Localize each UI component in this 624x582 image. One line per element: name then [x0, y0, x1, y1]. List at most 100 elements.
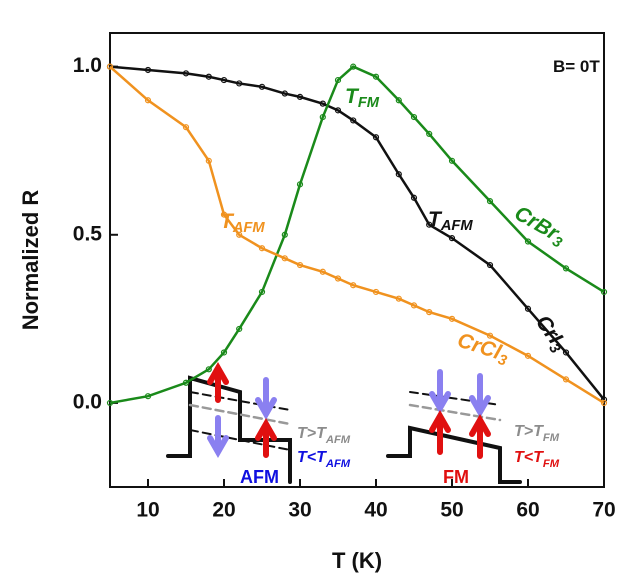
- data-point: [524, 352, 532, 359]
- data-point: [236, 325, 243, 333]
- y-axis-label: Normalized R: [18, 190, 43, 331]
- y-tick-label: 0.0: [73, 390, 102, 413]
- data-point: [524, 238, 532, 245]
- x-tick-label: 70: [592, 499, 615, 522]
- annotation-subscript: AFM: [325, 434, 351, 446]
- data-point: [220, 76, 228, 84]
- data-point: [426, 221, 433, 228]
- annotation: TAFM: [220, 210, 265, 236]
- data-point: [144, 393, 152, 400]
- data-point: [562, 376, 570, 383]
- annotation: B= 0T: [553, 57, 600, 76]
- data-point: [350, 63, 357, 70]
- data-point: [410, 194, 418, 201]
- fm-level: [409, 391, 501, 406]
- x-tick-label: 30: [288, 499, 311, 522]
- data-point: [410, 113, 418, 121]
- data-point: [258, 245, 266, 252]
- data-point: [426, 130, 433, 137]
- data-point: [220, 211, 228, 218]
- annotation: TFM: [345, 85, 380, 111]
- data-point: [486, 261, 494, 269]
- annotation: T<TFM: [514, 449, 560, 470]
- annotation-text: CrI: [531, 311, 567, 349]
- data-point: [524, 305, 532, 312]
- data-point: [205, 157, 212, 164]
- data-point: [281, 231, 288, 238]
- data-point: [296, 181, 304, 188]
- spin-down: [207, 415, 229, 459]
- data-point: [600, 399, 608, 407]
- annotation-text: T>T: [297, 425, 327, 442]
- annotation-subscript: FM: [543, 432, 560, 444]
- data-point: [319, 100, 326, 107]
- annotation-subscript: AFM: [232, 220, 266, 236]
- data-point: [448, 157, 456, 164]
- y-tick-label: 0.5: [73, 222, 103, 245]
- data-point: [334, 275, 342, 282]
- data-point: [182, 70, 190, 77]
- x-tick-label: 20: [212, 499, 235, 522]
- annotation-subscript: FM: [543, 458, 560, 470]
- annotation: T>TAFM: [297, 425, 351, 446]
- data-point: [334, 107, 342, 114]
- data-point: [319, 268, 326, 275]
- x-tick-label: 60: [516, 499, 539, 522]
- data-point: [448, 235, 456, 242]
- annotation-text: T: [428, 208, 443, 231]
- data-point: [281, 255, 288, 262]
- spin-up: [255, 417, 277, 458]
- data-point: [426, 309, 433, 316]
- spin-down: [469, 373, 491, 419]
- data-point: [236, 231, 243, 238]
- data-point: [182, 124, 190, 131]
- fm-level: [408, 403, 502, 422]
- data-point: [600, 288, 608, 296]
- annotation-text: T: [345, 85, 360, 108]
- data-point: [220, 349, 228, 356]
- annotation-text: B= 0T: [553, 57, 600, 76]
- annotation: CrBr3: [509, 201, 570, 251]
- data-point: [448, 315, 456, 322]
- annotation: AFM: [240, 467, 279, 487]
- data-point: [334, 76, 342, 84]
- annotation-text: T: [220, 210, 235, 233]
- data-line: [109, 65, 605, 404]
- annotation-text: T<T: [514, 449, 544, 466]
- annotation: CrCl3: [454, 328, 512, 369]
- annotation-subscript: FM: [358, 95, 380, 111]
- data-point: [144, 66, 152, 74]
- data-point: [182, 379, 190, 386]
- annotation-text: T>T: [514, 423, 544, 440]
- data-point: [296, 93, 304, 100]
- data-point: [350, 282, 357, 289]
- data-point: [372, 73, 380, 80]
- x-tick-label: 10: [136, 499, 159, 522]
- annotation-text: T<T: [297, 449, 327, 466]
- data-point: [486, 198, 494, 205]
- annotation-text: FM: [443, 467, 469, 487]
- data-line: [109, 65, 605, 401]
- fm-band: [386, 425, 522, 484]
- data-point: [395, 97, 402, 104]
- x-tick-label: 40: [364, 499, 387, 522]
- annotation-subscript: AFM: [325, 458, 351, 470]
- data-point: [395, 171, 402, 178]
- x-tick-label: 50: [440, 499, 463, 522]
- data-point: [319, 113, 326, 121]
- spin-down: [429, 369, 451, 415]
- spin-up: [429, 409, 451, 455]
- annotation: FM: [443, 467, 469, 487]
- data-point: [144, 97, 152, 104]
- data-point: [350, 117, 357, 124]
- y-tick-label: 1.0: [73, 54, 102, 77]
- data-point: [205, 73, 212, 80]
- data-point: [562, 349, 570, 356]
- data-point: [281, 90, 288, 97]
- data-point: [106, 399, 114, 407]
- afm-band: [166, 375, 292, 484]
- data-point: [562, 265, 570, 272]
- annotation: T<TAFM: [297, 449, 351, 470]
- data-line: [109, 65, 605, 405]
